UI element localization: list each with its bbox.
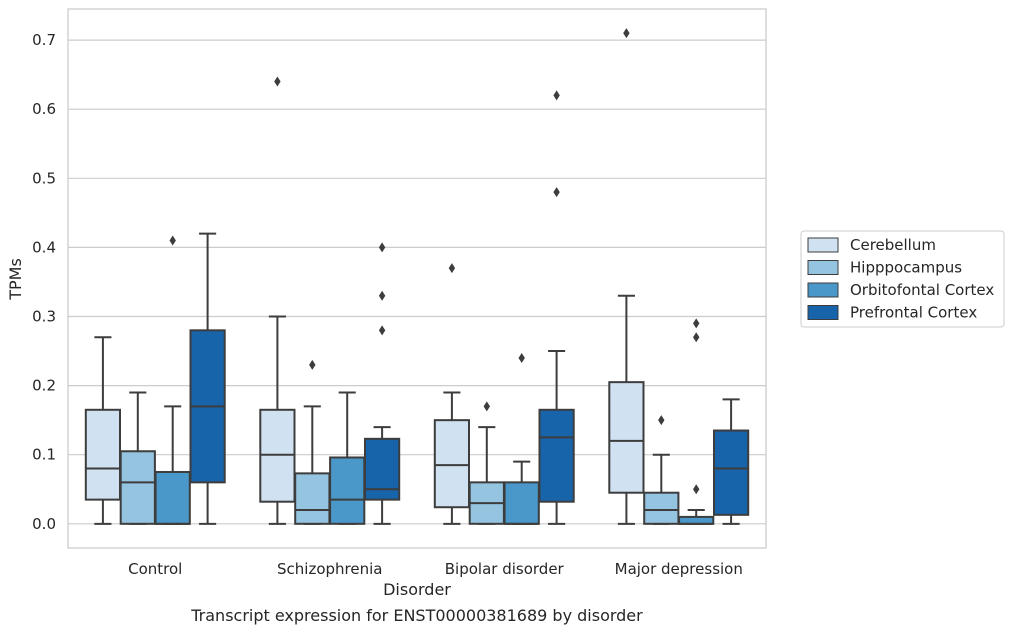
box-iqr xyxy=(643,491,680,525)
outlier-marker xyxy=(309,359,316,370)
outlier-marker xyxy=(448,263,456,274)
box-iqr xyxy=(329,456,366,525)
plot-frame xyxy=(67,8,767,549)
box-0-2 xyxy=(154,235,191,525)
y-tick-label: 0.7 xyxy=(32,31,56,49)
outlier-marker xyxy=(693,484,700,495)
x-tick-label: Bipolar disorder xyxy=(445,560,565,578)
box-iqr xyxy=(712,429,750,516)
outlier-marker xyxy=(518,352,525,363)
outlier-marker xyxy=(693,332,700,343)
legend-swatch xyxy=(807,282,839,298)
outlier-marker xyxy=(658,415,665,426)
legend-label: Cerebellum xyxy=(850,236,936,254)
box-iqr xyxy=(608,381,645,494)
x-tick-label: Schizophrenia xyxy=(277,560,382,578)
box-iqr xyxy=(538,408,575,503)
legend-label: Hipppocampus xyxy=(850,259,962,277)
box-2-1 xyxy=(468,401,505,525)
box-3-1 xyxy=(643,415,680,525)
box-iqr xyxy=(84,408,122,501)
boxes xyxy=(84,28,750,525)
box-iqr xyxy=(259,408,296,503)
outlier-marker xyxy=(693,318,700,329)
outlier-marker xyxy=(378,290,386,301)
box-0-3 xyxy=(189,232,226,525)
box-2-3 xyxy=(538,90,575,525)
legend-frame xyxy=(800,230,1005,328)
box-1-1 xyxy=(294,359,331,525)
box-0-0 xyxy=(84,336,122,525)
y-tick-label: 0.4 xyxy=(32,238,56,256)
outlier-marker xyxy=(169,235,176,246)
y-tick-label: 0.2 xyxy=(32,377,56,395)
box-3-2 xyxy=(678,318,715,525)
y-tick-label: 0.5 xyxy=(32,169,56,187)
gridlines xyxy=(68,39,766,525)
outlier-marker xyxy=(378,242,386,253)
legend-label: Orbitofontal Cortex xyxy=(850,281,994,299)
box-iqr xyxy=(433,419,471,509)
box-2-2 xyxy=(503,352,540,525)
legend-swatch xyxy=(807,260,839,275)
outlier-marker xyxy=(274,76,281,87)
y-tick-label: 0.1 xyxy=(32,446,56,464)
figure-caption: Transcript expression for ENST0000038168… xyxy=(191,606,643,625)
outlier-marker xyxy=(553,187,560,198)
box-1-3 xyxy=(363,242,401,525)
box-iqr xyxy=(363,437,401,501)
x-axis-label: Disorder xyxy=(383,580,451,599)
y-tick-label: 0.3 xyxy=(32,308,56,326)
box-3-3 xyxy=(712,398,750,525)
box-iqr xyxy=(503,481,540,525)
outlier-marker xyxy=(483,401,490,412)
outlier-marker xyxy=(623,28,630,39)
legend-label: Prefrontal Cortex xyxy=(850,304,977,322)
box-1-2 xyxy=(329,391,366,525)
legend: Cerebellum Hipppocampus Orbitofontal Corte… xyxy=(800,230,1005,328)
y-tick-label: 0.0 xyxy=(32,515,56,533)
outlier-marker xyxy=(378,325,386,336)
box-2-0 xyxy=(433,263,471,525)
outlier-marker xyxy=(553,90,560,101)
x-tick-label: Control xyxy=(128,560,182,578)
y-axis-label: TPMs xyxy=(6,258,25,301)
box-iqr xyxy=(154,470,191,525)
box-1-0 xyxy=(259,76,296,525)
x-tick-label: Major depression xyxy=(615,560,743,578)
legend-swatch xyxy=(807,305,839,320)
legend-swatch xyxy=(807,237,839,253)
box-0-1 xyxy=(119,391,156,525)
box-iqr xyxy=(119,450,156,525)
box-3-0 xyxy=(608,28,645,525)
box-iqr xyxy=(678,515,715,525)
x-tick-labels: Control Schizophrenia Bipolar disorder Majo… xyxy=(128,560,743,578)
box-iqr xyxy=(294,472,331,525)
y-tick-labels: 0.0 0.1 0.2 0.3 0.4 0.5 0.6 0.7 xyxy=(32,31,56,533)
y-tick-label: 0.6 xyxy=(32,100,56,118)
